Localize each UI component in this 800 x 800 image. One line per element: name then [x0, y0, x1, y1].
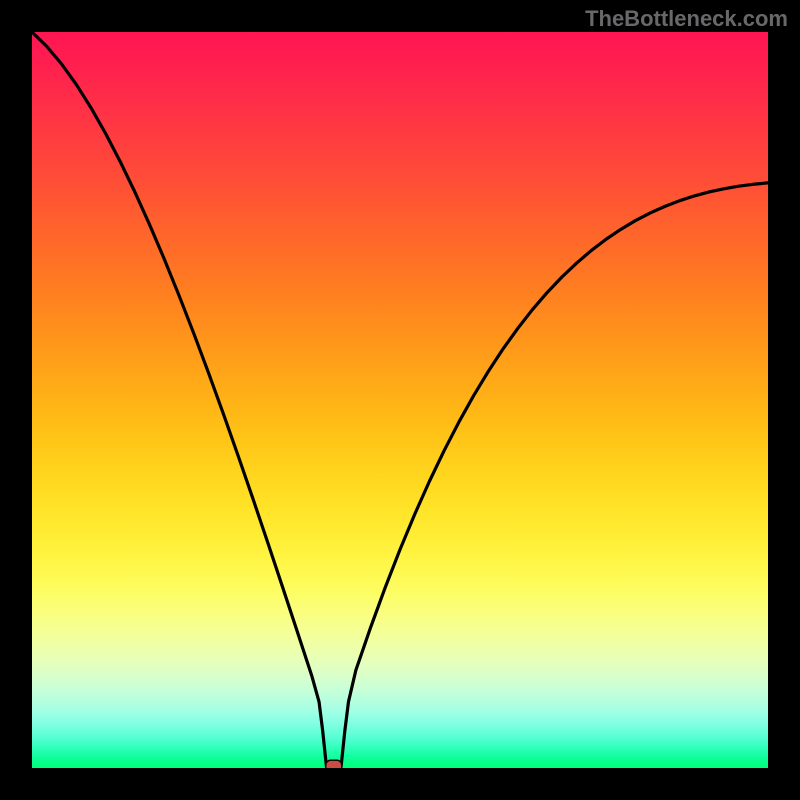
bottleneck-chart [32, 32, 768, 768]
watermark-text: TheBottleneck.com [585, 6, 788, 32]
chart-frame: TheBottleneck.com [0, 0, 800, 800]
gradient-background [32, 32, 768, 768]
min-marker [326, 760, 342, 768]
